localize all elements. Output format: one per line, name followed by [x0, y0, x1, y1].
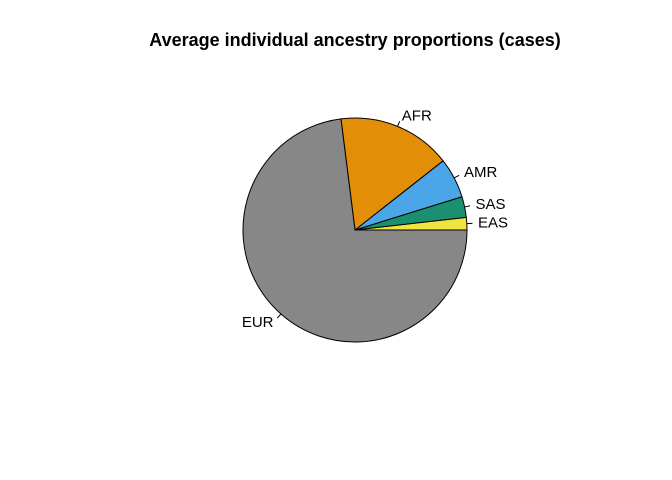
pie-label-tick-amr	[453, 174, 460, 179]
pie-label-tick-eur	[276, 313, 282, 319]
pie-slice-afr	[340, 117, 444, 231]
pie-label-tick-sas	[464, 205, 471, 208]
pie-label-eur: EUR	[242, 314, 274, 331]
pie-label-eas: EAS	[478, 215, 508, 232]
chart-title: Average individual ancestry proportions …	[149, 30, 561, 50]
pie-label-afr: AFR	[402, 108, 432, 125]
pie-slice-eur	[242, 118, 468, 343]
pie-label-amr: AMR	[464, 164, 498, 181]
pie-label-sas: SAS	[476, 196, 506, 213]
pie-label-tick-afr	[397, 121, 401, 127]
